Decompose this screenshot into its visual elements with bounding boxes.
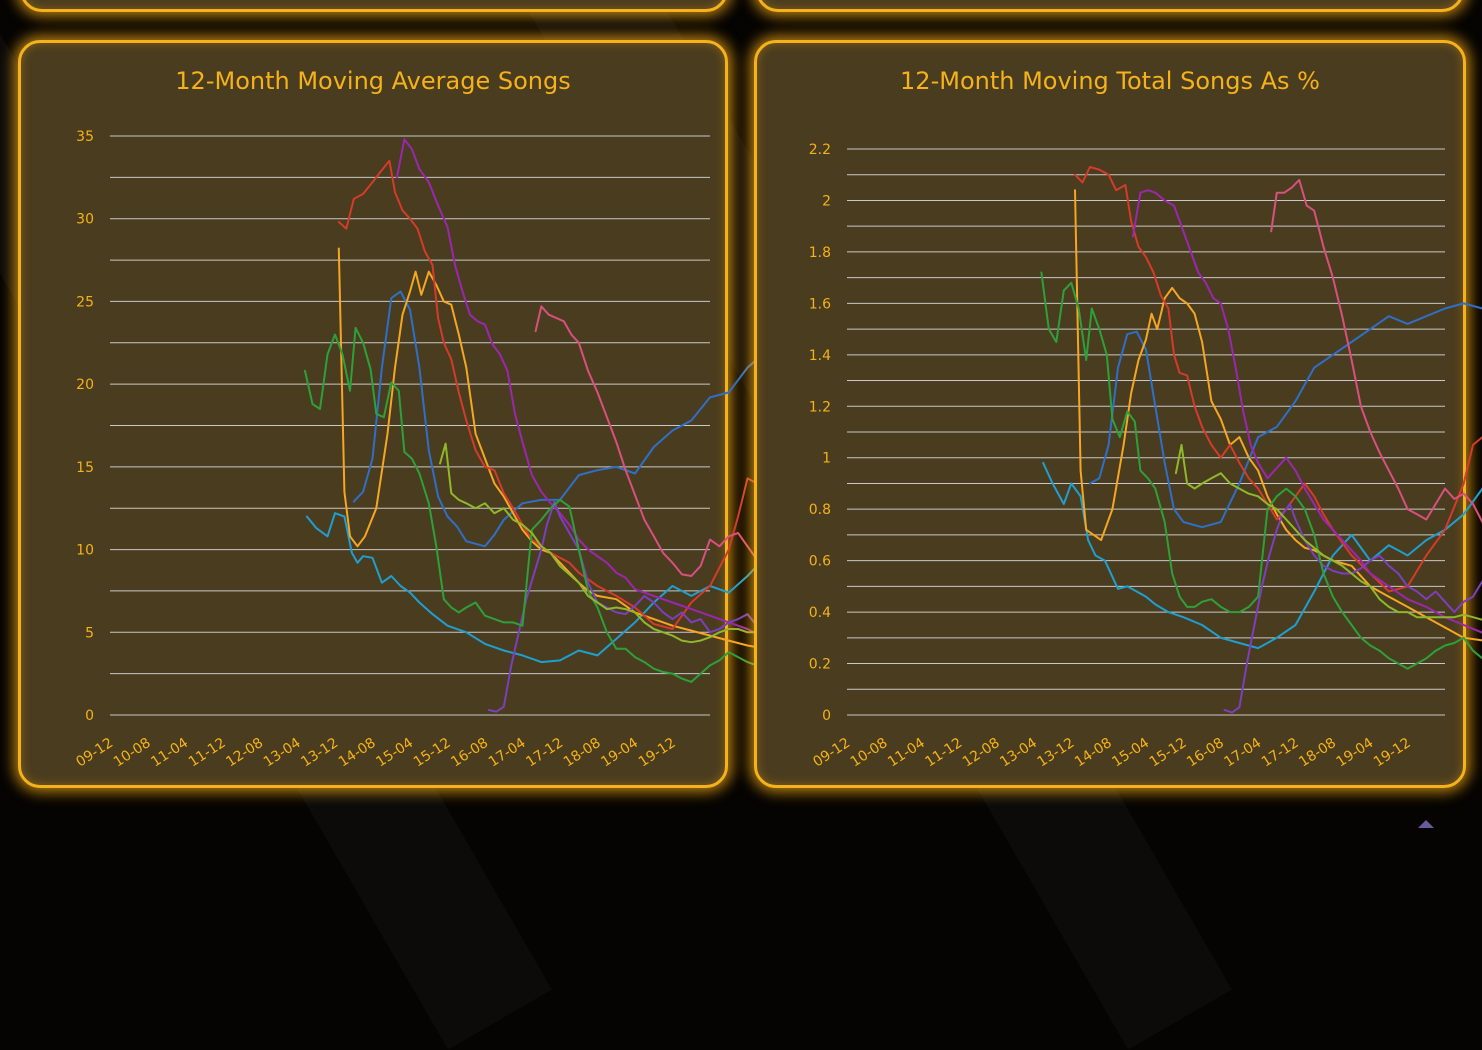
x-tick-label: 19-12 bbox=[1371, 735, 1414, 771]
y-tick-label: 10 bbox=[76, 543, 94, 559]
line-chart-moving-total-percent: 0 0.2 0.4 0.6 0.8 1 1.2 1.4 1.6 1.8 2 2.2 09-1210-08… bbox=[757, 43, 1469, 791]
series-line bbox=[1075, 190, 1482, 648]
y-tick-label: 1.2 bbox=[809, 399, 831, 415]
y-tick-label: 0 bbox=[85, 708, 94, 724]
y-tick-label: 0 bbox=[822, 708, 831, 724]
x-tick-label: 15-04 bbox=[1109, 735, 1152, 771]
y-tick-label: 0.4 bbox=[809, 605, 831, 621]
series-line bbox=[1043, 355, 1482, 648]
corner-triangle-icon bbox=[1418, 820, 1434, 828]
x-tick-label: 09-12 bbox=[810, 735, 853, 771]
x-tick-label: 19-04 bbox=[1334, 735, 1377, 771]
x-tick-label: 16-08 bbox=[1184, 735, 1227, 771]
y-tick-label: 15 bbox=[76, 460, 94, 476]
x-tick-label: 13-04 bbox=[261, 735, 304, 771]
series-line bbox=[1133, 190, 1482, 651]
x-tick-label: 15-12 bbox=[1147, 735, 1190, 771]
y-tick-label: 1 bbox=[822, 451, 831, 467]
y-tick-label: 1.6 bbox=[809, 296, 831, 312]
y-tick-label: 1.4 bbox=[809, 348, 831, 364]
x-tick-label: 10-08 bbox=[848, 735, 891, 771]
y-tick-label: 5 bbox=[85, 625, 94, 641]
x-tick-label: 16-08 bbox=[448, 735, 491, 771]
x-tick-label: 15-04 bbox=[373, 735, 416, 771]
series-line bbox=[1090, 298, 1482, 527]
x-tick-label: 19-04 bbox=[598, 735, 641, 771]
series-line bbox=[307, 391, 828, 662]
x-tick-label: 11-04 bbox=[148, 735, 191, 771]
x-tick-label: 10-08 bbox=[111, 735, 154, 771]
y-tick-label: 35 bbox=[76, 129, 94, 145]
y-tick-label: 0.6 bbox=[809, 554, 831, 570]
x-tick-label: 14-08 bbox=[336, 735, 379, 771]
y-tick-label: 0.8 bbox=[809, 502, 831, 518]
x-tick-label: 11-12 bbox=[186, 735, 229, 771]
x-tick-label: 14-08 bbox=[1072, 735, 1115, 771]
x-tick-label: 18-08 bbox=[1296, 735, 1339, 771]
x-tick-label: 12-08 bbox=[960, 735, 1003, 771]
top-right-panel-edge bbox=[756, 0, 1464, 12]
x-tick-label: 11-04 bbox=[885, 735, 928, 771]
x-tick-label: 17-12 bbox=[523, 735, 566, 771]
y-tick-label: 25 bbox=[76, 294, 94, 310]
x-tick-label: 17-12 bbox=[1259, 735, 1302, 771]
line-chart-moving-average: 0510152025303509-1210-0811-0411-1212-081… bbox=[21, 43, 731, 791]
x-tick-label: 11-12 bbox=[922, 735, 965, 771]
top-left-panel-edge bbox=[20, 0, 728, 12]
y-tick-label: 30 bbox=[76, 212, 94, 228]
x-tick-label: 09-12 bbox=[73, 735, 116, 771]
x-tick-label: 15-12 bbox=[411, 735, 454, 771]
x-tick-label: 18-08 bbox=[561, 735, 604, 771]
x-tick-label: 13-12 bbox=[1035, 735, 1078, 771]
x-tick-label: 13-04 bbox=[997, 735, 1040, 771]
y-tick-label: 1.8 bbox=[809, 245, 831, 261]
y-tick-label: 2 bbox=[822, 193, 831, 209]
x-tick-label: 13-12 bbox=[298, 735, 341, 771]
x-tick-label: 17-04 bbox=[486, 735, 529, 771]
y-tick-label: 2.2 bbox=[809, 142, 831, 158]
x-tick-label: 17-04 bbox=[1221, 735, 1264, 771]
x-tick-label: 12-08 bbox=[223, 735, 266, 771]
y-tick-label: 0.2 bbox=[809, 657, 831, 673]
y-tick-label: 20 bbox=[76, 377, 94, 393]
x-tick-label: 19-12 bbox=[636, 735, 679, 771]
